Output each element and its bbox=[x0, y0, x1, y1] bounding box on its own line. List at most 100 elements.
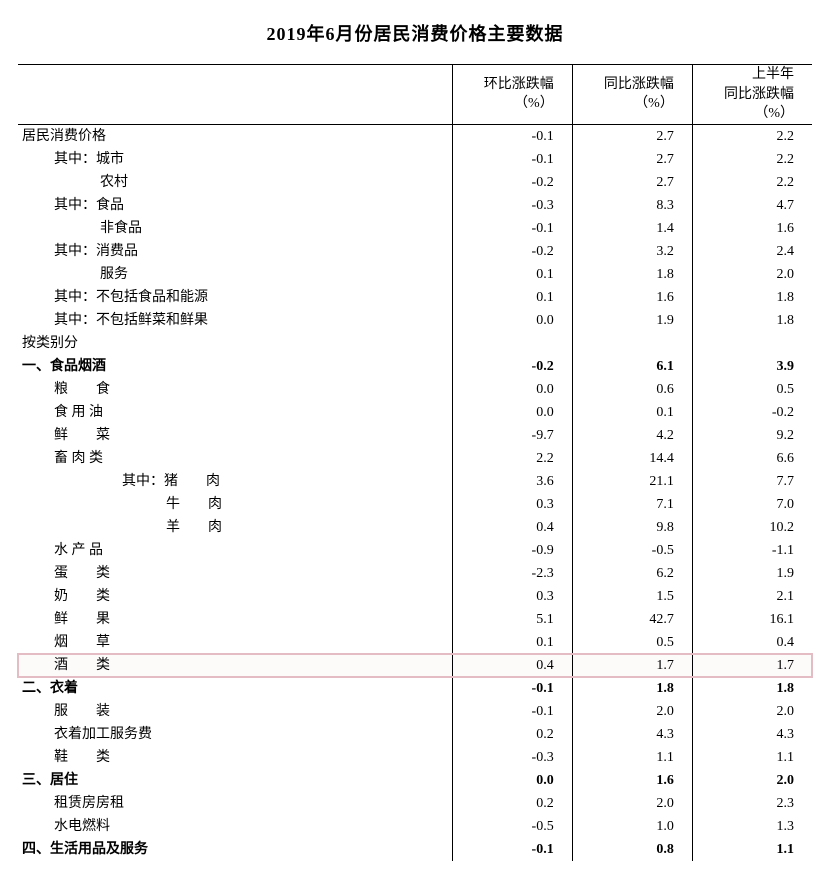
row-label: 一、食品烟酒 bbox=[18, 355, 452, 378]
row-value: 1.7 bbox=[572, 654, 692, 677]
row-value: -0.3 bbox=[452, 194, 572, 217]
row-label: 食 用 油 bbox=[18, 401, 452, 424]
row-value: 2.3 bbox=[692, 792, 812, 815]
row-label: 非食品 bbox=[18, 217, 452, 240]
row-value: 2.1 bbox=[692, 585, 812, 608]
header-mom: 环比涨跌幅 （%） bbox=[452, 65, 572, 125]
table-row: 鲜 菜-9.74.29.2 bbox=[18, 424, 812, 447]
row-label: 酒 类 bbox=[18, 654, 452, 677]
table-row: 按类别分 bbox=[18, 332, 812, 355]
row-label: 租赁房房租 bbox=[18, 792, 452, 815]
row-label: 服务 bbox=[18, 263, 452, 286]
table-body: 居民消费价格-0.12.72.2其中：城市-0.12.72.2农村-0.22.7… bbox=[18, 124, 812, 861]
row-value: -0.2 bbox=[692, 401, 812, 424]
row-value: 2.0 bbox=[572, 792, 692, 815]
row-value: 1.8 bbox=[692, 286, 812, 309]
table-row: 一、食品烟酒-0.26.13.9 bbox=[18, 355, 812, 378]
row-value: -2.3 bbox=[452, 562, 572, 585]
table-row: 衣着加工服务费0.24.34.3 bbox=[18, 723, 812, 746]
row-value: 1.9 bbox=[572, 309, 692, 332]
row-value: 2.2 bbox=[692, 171, 812, 194]
row-label: 鲜 菜 bbox=[18, 424, 452, 447]
row-value: 0.2 bbox=[452, 792, 572, 815]
row-value: 42.7 bbox=[572, 608, 692, 631]
row-label: 水 产 品 bbox=[18, 539, 452, 562]
row-value: 1.7 bbox=[692, 654, 812, 677]
row-value: 8.3 bbox=[572, 194, 692, 217]
report-wrapper: 2019年6月份居民消费价格主要数据 环比涨跌幅 （%） 同比涨跌幅 （%） 上… bbox=[0, 0, 830, 871]
table-row: 其中：不包括食品和能源0.11.61.8 bbox=[18, 286, 812, 309]
row-value: -0.9 bbox=[452, 539, 572, 562]
row-value: 0.3 bbox=[452, 493, 572, 516]
row-label: 粮 食 bbox=[18, 378, 452, 401]
row-value: 0.2 bbox=[452, 723, 572, 746]
row-value: -0.5 bbox=[572, 539, 692, 562]
row-label: 四、生活用品及服务 bbox=[18, 838, 452, 861]
row-value: 2.7 bbox=[572, 171, 692, 194]
row-value: 0.8 bbox=[572, 838, 692, 861]
row-label: 羊 肉 bbox=[18, 516, 452, 539]
row-value: 2.0 bbox=[692, 769, 812, 792]
row-label: 其中：不包括食品和能源 bbox=[18, 286, 452, 309]
row-value: 1.4 bbox=[572, 217, 692, 240]
table-row: 非食品-0.11.41.6 bbox=[18, 217, 812, 240]
table-row: 畜 肉 类2.214.46.6 bbox=[18, 447, 812, 470]
row-label: 畜 肉 类 bbox=[18, 447, 452, 470]
row-value: 4.3 bbox=[572, 723, 692, 746]
row-value: 1.1 bbox=[692, 838, 812, 861]
table-row: 奶 类0.31.52.1 bbox=[18, 585, 812, 608]
row-value: 2.2 bbox=[452, 447, 572, 470]
row-value: 3.2 bbox=[572, 240, 692, 263]
row-label: 居民消费价格 bbox=[18, 124, 452, 148]
row-value bbox=[692, 332, 812, 355]
table-row: 水电燃料-0.51.01.3 bbox=[18, 815, 812, 838]
row-value: 1.5 bbox=[572, 585, 692, 608]
table-row: 牛 肉0.37.17.0 bbox=[18, 493, 812, 516]
row-label: 水电燃料 bbox=[18, 815, 452, 838]
table-row: 服 装-0.12.02.0 bbox=[18, 700, 812, 723]
row-label: 衣着加工服务费 bbox=[18, 723, 452, 746]
header-h1yoy: 上半年 同比涨跌幅（%） bbox=[692, 65, 812, 125]
row-value bbox=[572, 332, 692, 355]
table-row: 其中：猪 肉3.621.17.7 bbox=[18, 470, 812, 493]
row-value: -0.1 bbox=[452, 700, 572, 723]
row-label: 蛋 类 bbox=[18, 562, 452, 585]
row-value: 4.3 bbox=[692, 723, 812, 746]
row-value: 0.0 bbox=[452, 769, 572, 792]
row-value: 7.1 bbox=[572, 493, 692, 516]
row-value: 0.1 bbox=[572, 401, 692, 424]
row-value: 1.1 bbox=[572, 746, 692, 769]
row-value: -0.2 bbox=[452, 171, 572, 194]
row-value: 4.7 bbox=[692, 194, 812, 217]
row-label: 三、居住 bbox=[18, 769, 452, 792]
row-value: 3.6 bbox=[452, 470, 572, 493]
row-label: 鲜 果 bbox=[18, 608, 452, 631]
row-value: 0.1 bbox=[452, 263, 572, 286]
row-label: 鞋 类 bbox=[18, 746, 452, 769]
row-value: 9.8 bbox=[572, 516, 692, 539]
row-value: 0.1 bbox=[452, 286, 572, 309]
row-value: 3.9 bbox=[692, 355, 812, 378]
row-value: 7.7 bbox=[692, 470, 812, 493]
row-value: 4.2 bbox=[572, 424, 692, 447]
row-value: -0.1 bbox=[452, 124, 572, 148]
row-value: 9.2 bbox=[692, 424, 812, 447]
row-value: 0.1 bbox=[452, 631, 572, 654]
row-value: 1.8 bbox=[692, 677, 812, 700]
row-value: 6.2 bbox=[572, 562, 692, 585]
row-value: 1.8 bbox=[572, 677, 692, 700]
row-value: 0.0 bbox=[452, 401, 572, 424]
row-label: 二、衣着 bbox=[18, 677, 452, 700]
row-value: 1.6 bbox=[692, 217, 812, 240]
row-value: -0.5 bbox=[452, 815, 572, 838]
row-label: 其中：猪 肉 bbox=[18, 470, 452, 493]
row-label: 牛 肉 bbox=[18, 493, 452, 516]
table-header-row: 环比涨跌幅 （%） 同比涨跌幅 （%） 上半年 同比涨跌幅（%） bbox=[18, 65, 812, 125]
header-yoy: 同比涨跌幅 （%） bbox=[572, 65, 692, 125]
row-value: 2.2 bbox=[692, 124, 812, 148]
row-value: 1.6 bbox=[572, 769, 692, 792]
row-value: 10.2 bbox=[692, 516, 812, 539]
row-value: 1.9 bbox=[692, 562, 812, 585]
row-value: 6.1 bbox=[572, 355, 692, 378]
row-label: 其中：食品 bbox=[18, 194, 452, 217]
